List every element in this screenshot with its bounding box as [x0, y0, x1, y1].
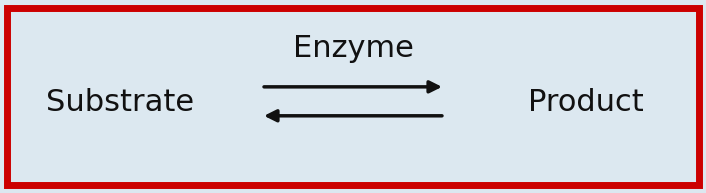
FancyBboxPatch shape: [7, 8, 699, 185]
Text: Product: Product: [528, 88, 644, 117]
Text: Enzyme: Enzyme: [292, 34, 414, 63]
Text: Substrate: Substrate: [46, 88, 194, 117]
